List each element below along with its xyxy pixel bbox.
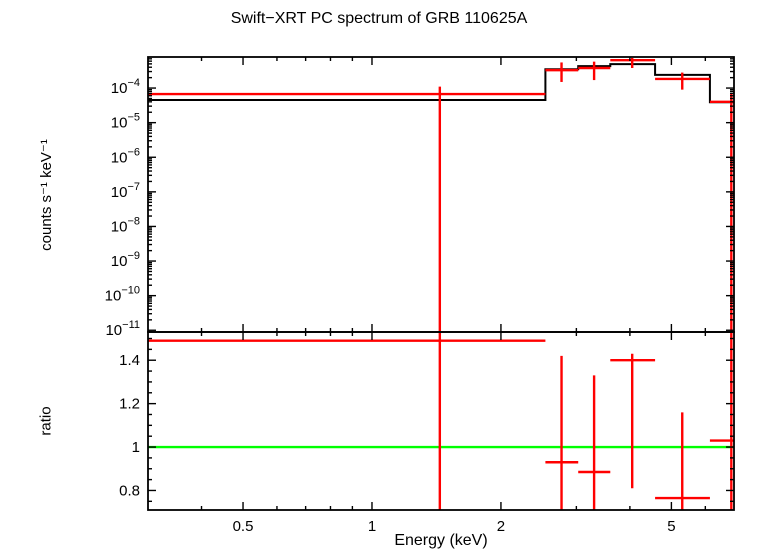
spectrum-panel bbox=[148, 57, 734, 332]
y-tick-label-power: 10−10 bbox=[105, 285, 140, 305]
ratio-frame bbox=[147, 331, 735, 511]
x-tick-label: 2 bbox=[497, 518, 505, 535]
y-axis-label-ratio: ratio bbox=[37, 406, 55, 436]
ratio-tick-label: 0.8 bbox=[119, 482, 140, 499]
ratio-tick-label: 1.4 bbox=[119, 352, 140, 369]
y-axis-label-counts: counts s⁻¹ keV⁻¹ bbox=[38, 139, 55, 251]
y-tick-label-power: 10−8 bbox=[111, 215, 140, 235]
y-tick-label-power: 10−4 bbox=[111, 77, 140, 97]
ratio-tick-label: 1.2 bbox=[119, 396, 140, 413]
x-tick-label: 0.5 bbox=[233, 518, 254, 535]
x-axis-label: Energy (keV) bbox=[394, 532, 488, 549]
model-line bbox=[148, 63, 734, 104]
y-tick-label-power: 10−6 bbox=[111, 146, 140, 166]
y-tick-label-power: 10−5 bbox=[111, 112, 140, 132]
y-tick-label-power: 10−11 bbox=[105, 319, 140, 339]
axis-ticks bbox=[148, 57, 734, 510]
y-tick-label-power: 10−9 bbox=[111, 250, 140, 270]
y-tick-label-power: 10−7 bbox=[111, 181, 140, 201]
ratio-tick-label: 1 bbox=[132, 439, 140, 456]
plot-title: Swift−XRT PC spectrum of GRB 110625A bbox=[230, 10, 528, 27]
x-tick-label: 5 bbox=[667, 518, 675, 535]
x-tick-label: 1 bbox=[368, 518, 376, 535]
tick-labels: 0.5 1 2 5 10−4 10−5 10−6 10−7 10−8 10−9 10−10 10−11… bbox=[105, 77, 676, 535]
